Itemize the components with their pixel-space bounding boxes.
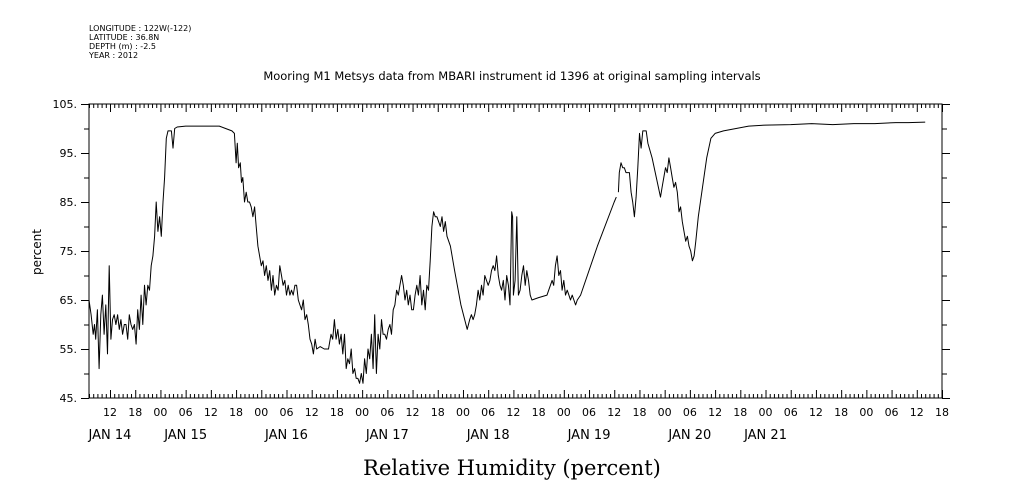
x-hour-label: 00 <box>859 406 873 419</box>
series-group <box>88 121 926 384</box>
y-tick-label: 65. <box>60 294 78 307</box>
series-line <box>88 125 617 384</box>
x-hour-label: 18 <box>532 406 546 419</box>
x-hour-label: 00 <box>658 406 672 419</box>
x-hour-label: 12 <box>204 406 218 419</box>
x-hour-label: 12 <box>708 406 722 419</box>
x-hour-label: 12 <box>910 406 924 419</box>
x-day-label: JAN 17 <box>365 428 409 443</box>
year-label: YEAR : 2012 <box>88 51 138 60</box>
x-hour-label: 06 <box>582 406 596 419</box>
depth-label: DEPTH (m) : -2.5 <box>89 42 156 51</box>
x-hour-label: 18 <box>935 406 949 419</box>
y-tick-label: 75. <box>60 245 78 258</box>
y-tick-label: 55. <box>60 343 78 356</box>
y-tick-label: 105. <box>53 98 78 111</box>
y-tick-label: 85. <box>60 196 78 209</box>
longitude-label: LONGITUDE : 122W(-122) <box>89 24 191 33</box>
x-hour-label: 18 <box>330 406 344 419</box>
axis-ticks <box>81 104 950 399</box>
latitude-label: LATITUDE : 36.8N <box>89 33 159 42</box>
metadata-block: LONGITUDE : 122W(-122) LATITUDE : 36.8N … <box>88 24 191 60</box>
x-hour-label: 00 <box>254 406 268 419</box>
x-hour-label: 06 <box>380 406 394 419</box>
x-hour-label: 00 <box>355 406 369 419</box>
x-hour-label: 06 <box>179 406 193 419</box>
x-hour-label: 06 <box>279 406 293 419</box>
x-hour-label: 06 <box>481 406 495 419</box>
x-hour-label: 12 <box>103 406 117 419</box>
x-hour-label: 06 <box>885 406 899 419</box>
y-tick-labels: 45. 55. 65. 75. 85. 95. 105. <box>53 98 78 405</box>
series-line <box>617 121 926 262</box>
x-day-label: JAN 15 <box>163 428 207 443</box>
x-axis-caption: Relative Humidity (percent) <box>363 456 661 480</box>
x-day-label: JAN 18 <box>466 428 510 443</box>
x-hour-label: 00 <box>153 406 167 419</box>
chart-title: Mooring M1 Metsys data from MBARI instru… <box>263 69 760 83</box>
x-hour-label: 06 <box>784 406 798 419</box>
x-day-label: JAN 19 <box>567 428 611 443</box>
x-hour-label: 18 <box>834 406 848 419</box>
x-day-label: JAN 21 <box>743 428 787 443</box>
x-hour-label: 00 <box>456 406 470 419</box>
x-day-label: JAN 14 <box>88 428 132 443</box>
x-hour-label: 18 <box>128 406 142 419</box>
y-tick-label: 95. <box>60 147 78 160</box>
x-hour-label: 18 <box>733 406 747 419</box>
x-hour-label: 12 <box>506 406 520 419</box>
x-hour-label: 12 <box>607 406 621 419</box>
x-day-label: JAN 16 <box>264 428 308 443</box>
y-tick-label: 45. <box>60 392 78 405</box>
x-hour-label: 18 <box>431 406 445 419</box>
x-hour-label: 06 <box>683 406 697 419</box>
x-hour-label: 18 <box>632 406 646 419</box>
x-hour-label: 12 <box>406 406 420 419</box>
x-hour-label: 00 <box>557 406 571 419</box>
x-hour-label: 12 <box>809 406 823 419</box>
x-tick-labels: 12 18 00 06 12 18 00 06 12 18 00 06 12 18 00 06 12 18 00 06… <box>88 406 949 443</box>
x-hour-label: 18 <box>229 406 243 419</box>
x-day-label: JAN 20 <box>667 428 711 443</box>
x-hour-label: 00 <box>759 406 773 419</box>
y-axis-label: percent <box>30 229 44 275</box>
x-hour-label: 12 <box>305 406 319 419</box>
